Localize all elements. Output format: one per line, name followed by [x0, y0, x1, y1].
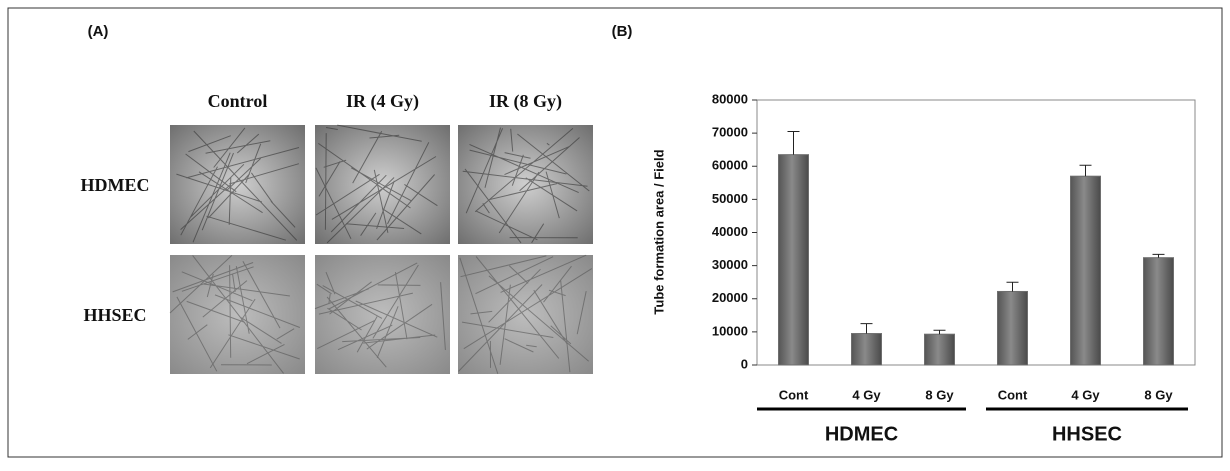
micrograph-texture [462, 127, 590, 244]
error-bar [787, 130, 800, 155]
x-tick-label: 4 Gy [1071, 387, 1100, 402]
y-axis-title: Tube formation area / Field [651, 149, 666, 314]
x-tick-label: Cont [779, 387, 809, 402]
x-tick-label: 8 Gy [925, 387, 954, 402]
bar [924, 333, 955, 366]
column-header: IR (4 Gy) [346, 91, 419, 112]
row-label: HDMEC [81, 175, 150, 195]
group-label: HDMEC [825, 423, 898, 445]
panel-label: (B) [612, 23, 633, 40]
column-header: IR (8 Gy) [489, 91, 562, 112]
y-tick-label: 60000 [712, 158, 748, 173]
micrograph-texture [176, 127, 300, 243]
row-label: HHSEC [83, 305, 146, 325]
micrograph-texture [458, 254, 593, 374]
micrograph [458, 255, 593, 374]
micrograph-texture [169, 255, 300, 374]
micrograph [170, 125, 305, 244]
y-tick-label: 30000 [712, 257, 748, 272]
bar [1070, 175, 1101, 366]
y-tick-label: 80000 [712, 91, 748, 106]
error-bar [1079, 164, 1092, 177]
bar [1143, 257, 1174, 366]
column-header: Control [208, 91, 268, 111]
micrograph-texture [315, 124, 438, 244]
y-tick-label: 70000 [712, 125, 748, 140]
micrograph [315, 255, 450, 374]
panel-label: (A) [88, 23, 109, 40]
figure-border [7, 7, 1223, 458]
bar [997, 290, 1028, 366]
panel-a: Control IR (4 Gy) IR (8 Gy) HDMEC HHSEC [81, 91, 593, 374]
group-label: HHSEC [1052, 423, 1122, 445]
error-bar [933, 329, 946, 335]
y-tick-label: 0 [741, 356, 748, 371]
error-bar [1152, 253, 1165, 258]
y-tick-label: 10000 [712, 323, 748, 338]
error-bar [1006, 281, 1019, 292]
bar [778, 154, 809, 366]
error-bar [860, 323, 873, 334]
plot-frame [756, 99, 1196, 366]
y-tick-label: 50000 [712, 191, 748, 206]
bar [851, 333, 882, 366]
x-tick-label: 8 Gy [1144, 387, 1173, 402]
y-tick-label: 40000 [712, 224, 748, 239]
y-tick-label: 20000 [712, 290, 748, 305]
micrograph-texture [314, 262, 446, 368]
x-tick-label: Cont [998, 387, 1028, 402]
panel-b: (B) 0 10000 20000 30000 40000 50000 60000 70000 8… [612, 23, 1196, 445]
x-tick-label: 4 Gy [852, 387, 881, 402]
